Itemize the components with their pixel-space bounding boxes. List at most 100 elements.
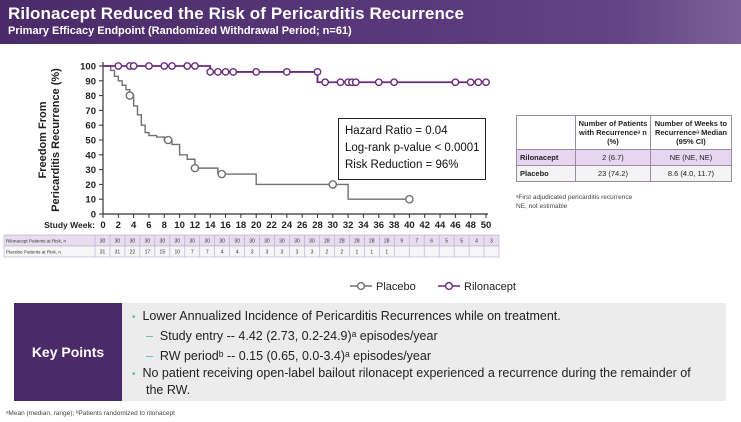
bullet-icon: • — [132, 312, 136, 323]
header-banner: Rilonacept Reduced the Risk of Pericardi… — [0, 0, 741, 44]
x-tick-label: 6 — [146, 220, 151, 231]
y-tick-label: 40 — [85, 150, 96, 161]
legend-marker — [444, 281, 454, 291]
series-marker-rilonacept — [129, 62, 138, 70]
series-marker-rilonacept — [160, 62, 169, 70]
x-tick-label: 20 — [251, 220, 262, 231]
x-tick-label: 50 — [481, 220, 492, 231]
summary-footnotes: ᵃFirst adjudicated pericarditis recurren… — [516, 193, 632, 211]
risk-cell-value: 2 — [326, 250, 329, 256]
series-marker-rilonacept — [451, 78, 460, 87]
x-tick-label: 24 — [282, 220, 293, 231]
dash-icon: – — [146, 349, 153, 363]
risk-cell-value: 5 — [460, 239, 463, 245]
y-tick-label: 20 — [85, 180, 96, 191]
summary-row-median: NE (NE, NE) — [649, 149, 733, 166]
x-tick-label: 34 — [358, 220, 369, 231]
hazard-ratio-text: Hazard Ratio = 0.04 — [345, 125, 448, 137]
x-tick-label: 30 — [328, 220, 339, 231]
series-marker-rilonacept — [374, 78, 383, 87]
y-tick-label: 50 — [85, 136, 96, 147]
key-points-label: Key Points — [14, 303, 122, 401]
logrank-text: Log-rank p-value < 0.0001 — [345, 142, 480, 154]
bottom-footnote: ᵃMean (median, range); ᵇPatients randomi… — [6, 410, 175, 417]
x-tick-label: 38 — [389, 220, 400, 231]
risk-cell-value: 4 — [236, 250, 239, 256]
summary-row-median: 8.6 (4.0, 11.7) — [649, 165, 733, 182]
sub1-value: 4.42 (2.73, 0.2-24.9)ᵃ episodes/year — [238, 329, 438, 343]
series-marker-placebo — [405, 194, 414, 204]
footnote-a: ᵃFirst adjudicated pericarditis recurren… — [516, 194, 633, 201]
risk-cell-value: 30 — [145, 239, 151, 245]
y-axis-label-line2: Pericarditis Recurrence (%) — [50, 68, 62, 212]
hazard-ratio-box: Hazard Ratio = 0.04 Log-rank p-value < 0… — [338, 118, 486, 180]
x-tick-label: 14 — [205, 220, 216, 231]
x-tick-label: 4 — [131, 220, 137, 231]
key-points-body: • Lower Annualized Incidence of Pericard… — [122, 303, 726, 401]
risk-cell-value: 7 — [415, 239, 418, 245]
y-axis-label: Freedom FromPericarditis Recurrence (%) — [37, 68, 62, 212]
x-axis-label: Study Week: — [44, 220, 95, 230]
risk-cell-value: 30 — [160, 239, 166, 245]
x-tick-label: 18 — [236, 220, 247, 231]
y-tick-label: 30 — [85, 165, 96, 176]
series-marker-rilonacept — [114, 62, 123, 70]
risk-cell-value: 28 — [324, 239, 330, 245]
x-tick-label: 16 — [220, 220, 231, 231]
sub1-prefix: Study entry -- — [159, 329, 239, 343]
legend-marker — [356, 281, 366, 291]
risk-cell-value: 1 — [355, 250, 358, 256]
x-tick-label: 2 — [116, 220, 121, 231]
series-marker-placebo — [328, 180, 338, 189]
series-marker-placebo — [163, 135, 173, 145]
dash-icon: – — [146, 329, 153, 343]
risk-cell-value: 4 — [221, 250, 224, 256]
risk-cell-value: 3 — [251, 250, 254, 256]
y-tick-label: 100 — [80, 62, 96, 73]
header-accent — [621, 0, 741, 44]
risk-cell-value: 30 — [264, 239, 270, 245]
summary-col1-header: Number of Patients with Recurrenceᵃ n (%… — [575, 115, 651, 150]
chart-legend: Placebo Rilonacept — [350, 281, 516, 293]
risk-cell-value: 30 — [249, 239, 255, 245]
footnote-ne: NE, not estimable — [516, 203, 568, 210]
series-marker-rilonacept — [191, 62, 199, 70]
risk-cell-value: 30 — [219, 239, 225, 245]
summary-row-name: Rilonacept — [516, 149, 576, 166]
key-point-1: • Lower Annualized Incidence of Pericard… — [132, 309, 561, 323]
risk-cell-value: 30 — [189, 239, 195, 245]
risk-cell-value: 28 — [369, 239, 375, 245]
series-marker-rilonacept — [474, 78, 483, 87]
series-marker-rilonacept — [313, 68, 322, 76]
x-tick-label: 8 — [162, 220, 167, 231]
series-marker-rilonacept — [282, 68, 291, 76]
series-marker-rilonacept — [213, 68, 222, 76]
summary-corner — [516, 115, 576, 150]
risk-cell-value: 9 — [400, 239, 403, 245]
key-points-section: Key Points • Lower Annualized Incidence … — [0, 303, 741, 401]
x-tick-label: 26 — [297, 220, 308, 231]
x-tick-label: 42 — [419, 220, 430, 231]
risk-cell-value: 7 — [191, 250, 194, 256]
series-marker-rilonacept — [252, 68, 261, 76]
x-tick-label: 44 — [435, 220, 446, 231]
risk-cell-value: 10 — [175, 250, 181, 256]
risk-cell-value: 30 — [115, 239, 121, 245]
risk-cell-value: 22 — [130, 250, 136, 256]
series-marker-rilonacept — [336, 78, 345, 87]
risk-cell-value: 1 — [370, 250, 373, 256]
risk-cell-value: 30 — [175, 239, 181, 245]
chart-series — [103, 62, 490, 204]
risk-reduction-text: Risk Reduction = 96% — [345, 159, 459, 171]
series-marker-rilonacept — [221, 68, 230, 76]
series-line-placebo — [103, 65, 410, 200]
risk-cell-value: 6 — [430, 239, 433, 245]
y-tick-label: 90 — [85, 76, 96, 87]
summary-table: Number of Patients with Recurrenceᵃ n (%… — [516, 115, 733, 182]
key-point-2-cont: the RW. — [146, 383, 190, 397]
risk-cell-value: 28 — [384, 239, 390, 245]
summary-col2-header: Number of Weeks to Recurrenceᵃ Median (9… — [649, 115, 733, 150]
risk-cell-value: 7 — [206, 250, 209, 256]
series-marker-rilonacept — [321, 78, 330, 87]
